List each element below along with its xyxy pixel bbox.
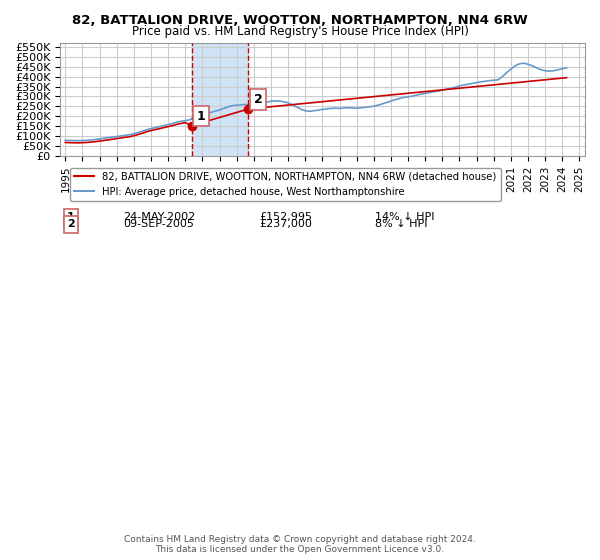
Text: 09-SEP-2005: 09-SEP-2005: [123, 220, 194, 229]
Text: Price paid vs. HM Land Registry's House Price Index (HPI): Price paid vs. HM Land Registry's House …: [131, 25, 469, 38]
Text: 14% ↓ HPI: 14% ↓ HPI: [375, 212, 434, 222]
Text: 1: 1: [197, 110, 206, 123]
Text: £152,995: £152,995: [259, 212, 313, 222]
Text: Contains HM Land Registry data © Crown copyright and database right 2024.
This d: Contains HM Land Registry data © Crown c…: [124, 535, 476, 554]
Text: 24-MAY-2002: 24-MAY-2002: [123, 212, 196, 222]
Text: 8% ↓ HPI: 8% ↓ HPI: [375, 220, 427, 229]
Bar: [192, 43, 248, 156]
Text: 2: 2: [67, 220, 74, 229]
Legend: 82, BATTALION DRIVE, WOOTTON, NORTHAMPTON, NN4 6RW (detached house), HPI: Averag: 82, BATTALION DRIVE, WOOTTON, NORTHAMPTO…: [70, 167, 501, 200]
Text: 2: 2: [254, 93, 262, 106]
Text: 1: 1: [67, 212, 74, 222]
Text: 82, BATTALION DRIVE, WOOTTON, NORTHAMPTON, NN4 6RW: 82, BATTALION DRIVE, WOOTTON, NORTHAMPTO…: [72, 14, 528, 27]
Text: £237,000: £237,000: [259, 220, 313, 229]
